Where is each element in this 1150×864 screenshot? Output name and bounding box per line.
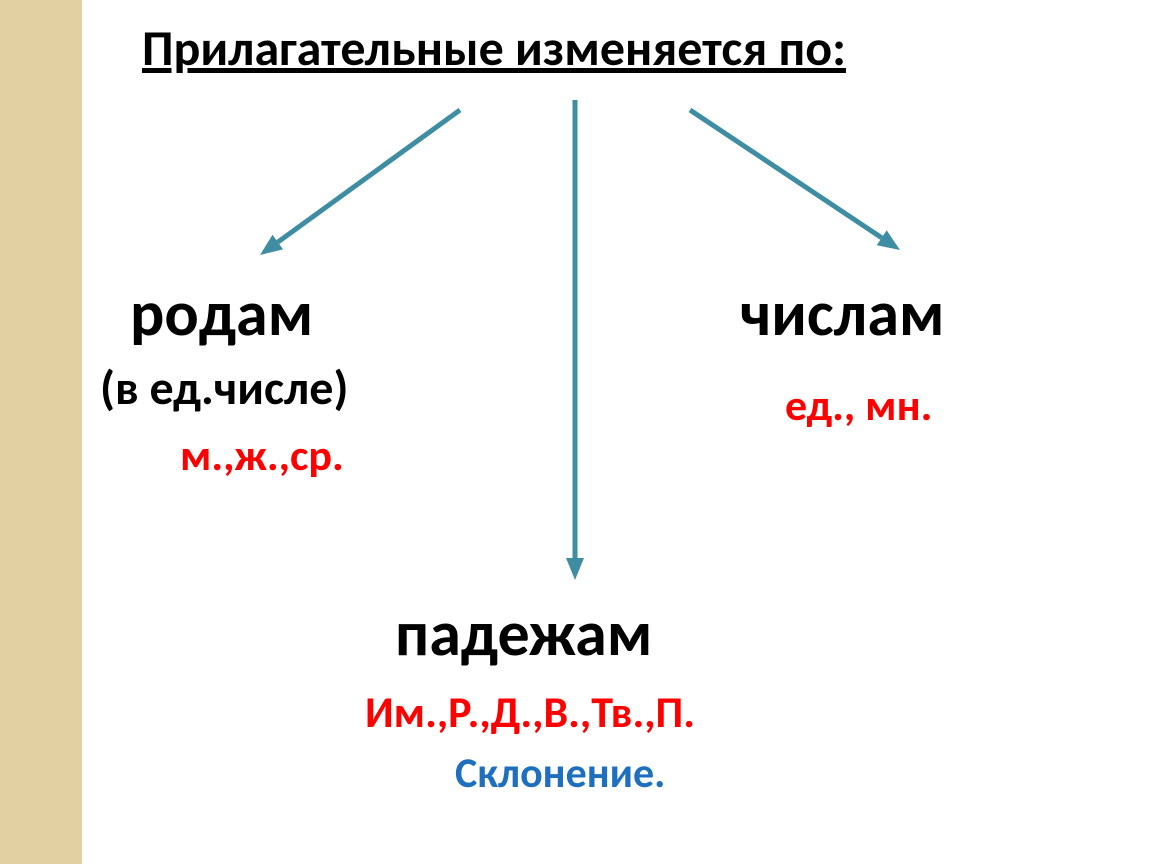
branch-bottom-detail: Им.,Р.,Д.,В.,Тв.,П.	[365, 685, 695, 739]
branch-right-detail: ед., мн.	[785, 378, 932, 432]
diagram-title: Прилагательные изменяется по:	[142, 18, 846, 79]
branch-right-main: числам	[740, 275, 945, 353]
branch-bottom-main: падежам	[395, 595, 652, 673]
branch-left-main: родам	[130, 275, 313, 353]
branch-left-detail: м.,ж.,ср.	[180, 428, 344, 482]
branch-left-sub: (в ед.числе)	[100, 358, 348, 417]
branch-bottom-detail2: Склонение.	[455, 748, 665, 799]
left-band	[0, 0, 82, 864]
